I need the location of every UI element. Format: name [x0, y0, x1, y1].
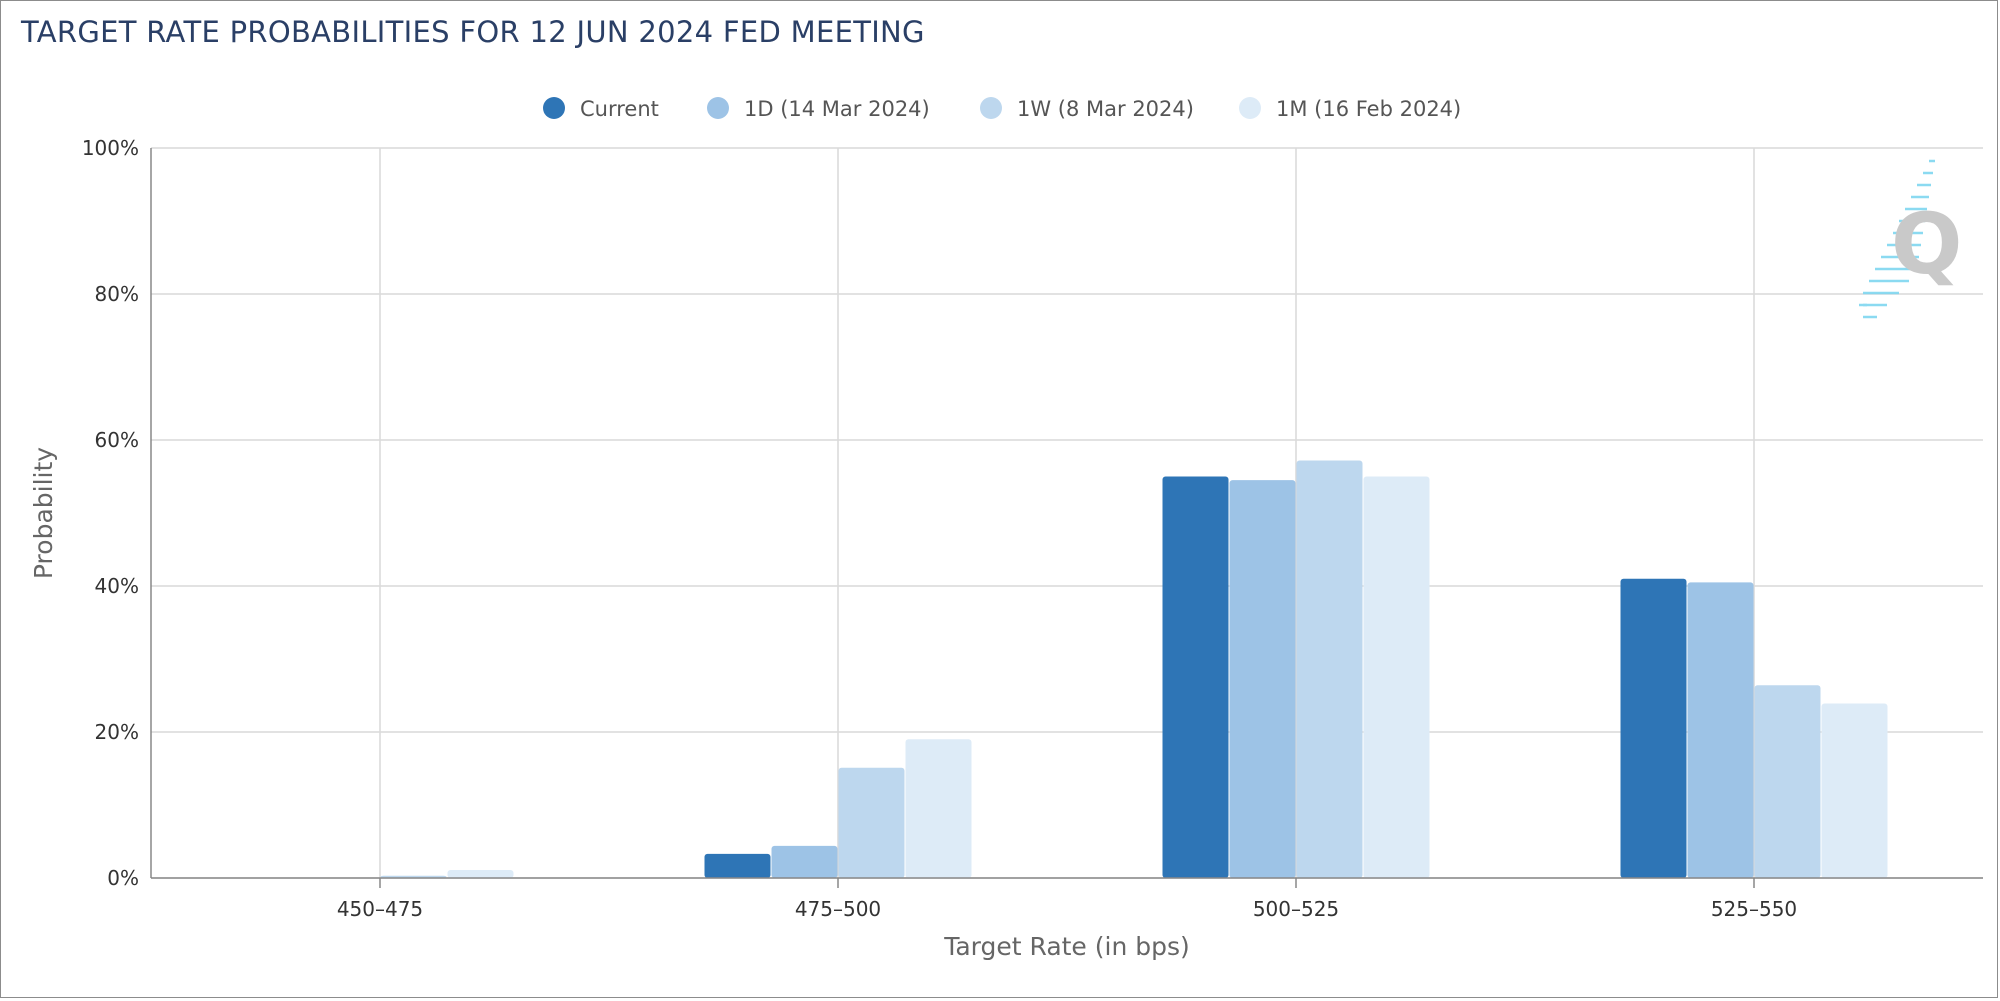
legend-label[interactable]: 1D (14 Mar 2024): [744, 97, 930, 121]
chart-title: TARGET RATE PROBABILITIES FOR 12 JUN 202…: [21, 15, 925, 49]
bar-series-group: [380, 460, 1888, 879]
bar-1d-3[interactable]: [1229, 480, 1296, 878]
legend-label[interactable]: Current: [580, 97, 659, 121]
legend-marker[interactable]: [707, 97, 729, 119]
x-tick-label: 525–550: [1711, 897, 1797, 921]
svg-text:Q: Q: [1891, 195, 1962, 293]
x-axis-title: Target Rate (in bps): [943, 932, 1190, 961]
x-tick-label: 475–500: [795, 897, 881, 921]
legend-label[interactable]: 1W (8 Mar 2024): [1017, 97, 1194, 121]
x-tick-label: 500–525: [1253, 897, 1339, 921]
y-axis-title: Probability: [29, 447, 58, 579]
quikstrike-logo-icon: Q: [1859, 159, 1962, 319]
y-axis-ticks: 0% 20% 40% 60% 80% 100%: [82, 136, 139, 890]
vertical-gridlines: [379, 148, 1755, 878]
bar-1m-1[interactable]: [447, 869, 514, 878]
bar-1d-2[interactable]: [771, 845, 838, 878]
legend-marker[interactable]: [1239, 97, 1261, 119]
y-tick-label: 100%: [82, 136, 139, 160]
legend-marker[interactable]: [980, 97, 1002, 119]
y-tick-label: 20%: [95, 720, 139, 744]
x-tick-label: 450–475: [337, 897, 423, 921]
bar-1w-2[interactable]: [838, 767, 905, 878]
bar-1m-4[interactable]: [1821, 703, 1888, 878]
y-tick-label: 80%: [95, 282, 139, 306]
legend-marker[interactable]: [543, 97, 565, 119]
bar-1d-4[interactable]: [1687, 582, 1754, 878]
bar-1w-4[interactable]: [1754, 685, 1821, 878]
legend: Current 1D (14 Mar 2024) 1W (8 Mar 2024) 1M…: [543, 97, 1461, 121]
bar-1m-2[interactable]: [905, 739, 972, 878]
bar-1m-3[interactable]: [1363, 476, 1430, 879]
y-tick-label: 40%: [95, 574, 139, 598]
y-tick-label: 60%: [95, 428, 139, 452]
bar-1w-3[interactable]: [1296, 460, 1363, 878]
bar-current-3[interactable]: [1162, 476, 1229, 879]
x-axis-ticks: 450–475 475–500 500–525 525–550: [337, 878, 1797, 921]
bar-current-4[interactable]: [1620, 578, 1687, 878]
bar-current-2[interactable]: [704, 853, 771, 878]
y-tick-label: 0%: [107, 866, 139, 890]
legend-label[interactable]: 1M (16 Feb 2024): [1276, 97, 1461, 121]
